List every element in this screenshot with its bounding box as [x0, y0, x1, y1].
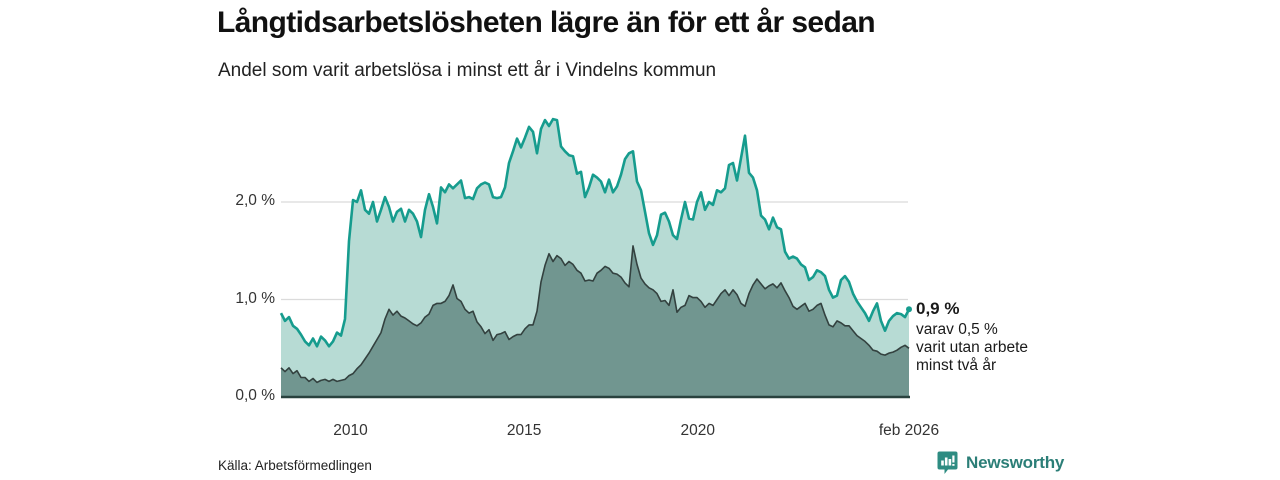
annotation-line-2: varit utan arbete [916, 339, 1029, 356]
logo-bars [941, 455, 955, 466]
page-subtitle: Andel som varit arbetslösa i minst ett å… [218, 60, 717, 81]
page-title: Långtidsarbetslösheten lägre än för ett … [217, 6, 876, 39]
x-tick-label: 2015 [506, 422, 542, 439]
two-plus-line [280, 245, 910, 384]
x-tick-label: feb 2026 [878, 422, 940, 439]
y-tick-label: 2,0 % [235, 192, 275, 209]
total-line [279, 117, 911, 348]
two-plus-area-fill [281, 245, 909, 397]
source-note: Källa: Arbetsförmedlingen [218, 458, 372, 473]
latest-total-value: 0,9 % [916, 299, 960, 318]
series-end-dot [906, 306, 912, 313]
branding: Newsworthy [937, 451, 1064, 475]
latest-value-annotation: 0,9 % varav 0,5 % varit utan arbete mins… [916, 300, 1028, 375]
y-tick-label: 0,0 % [235, 387, 275, 404]
x-tick-label: 2020 [680, 422, 715, 439]
newsworthy-logo-icon [937, 451, 958, 474]
annotation-line-3: minst två år [916, 357, 997, 374]
y-tick-label: 1,0 % [235, 289, 275, 307]
brand-name: Newsworthy [966, 453, 1065, 472]
x-tick-label: 2010 [333, 422, 368, 439]
annotation-line-1: varav 0,5 % [916, 321, 998, 338]
